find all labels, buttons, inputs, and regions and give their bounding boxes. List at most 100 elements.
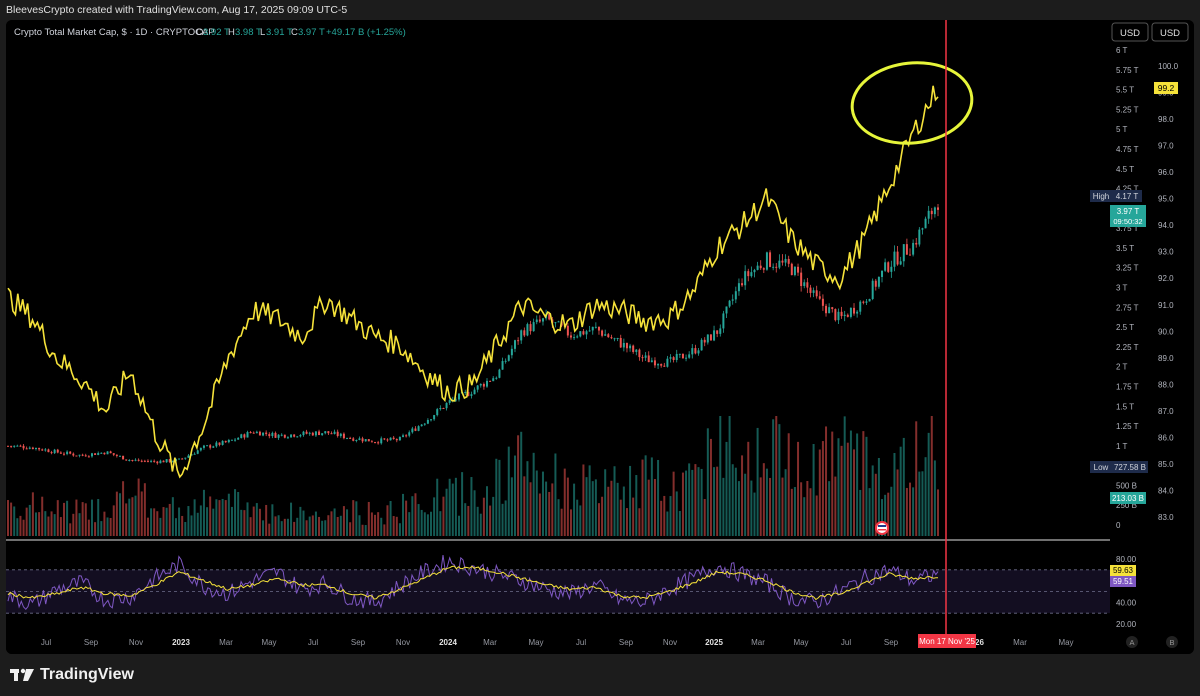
volume-bar — [370, 512, 373, 536]
volume-bar — [828, 481, 831, 536]
price-tick: 4.25 T — [1116, 185, 1139, 194]
volume-bar — [809, 488, 812, 536]
volume-bar — [644, 455, 647, 536]
volume-bar — [97, 499, 100, 536]
overlay-tick: 96.0 — [1158, 168, 1174, 177]
volume-bar — [100, 521, 103, 536]
candle-body — [417, 426, 420, 431]
volume-bar — [165, 507, 168, 536]
candle-body — [34, 447, 37, 450]
volume-bar — [398, 523, 401, 536]
volume-bar — [408, 512, 411, 536]
volume-bar — [688, 463, 691, 536]
volume-bar — [122, 481, 125, 536]
overlay-tick: 86.0 — [1158, 433, 1174, 442]
volume-bar — [856, 433, 859, 536]
volume-bar — [174, 518, 177, 536]
chart-svg[interactable]: 6 T 5.75 T 5.5 T 5.25 T 5 T 4.75 T 4.5 T 4.25 T… — [6, 20, 1194, 654]
time-tick: May — [528, 638, 543, 647]
candle-body — [694, 348, 697, 354]
candle-body — [395, 438, 398, 441]
scale-button-a[interactable]: A — [1126, 636, 1138, 648]
svg-text:09:50:32: 09:50:32 — [1113, 217, 1142, 226]
candle-body — [240, 434, 243, 438]
volume-bar — [613, 466, 616, 536]
volume-bar — [69, 523, 72, 536]
candle-body — [482, 383, 485, 387]
candle-body — [41, 449, 44, 451]
candle-body — [706, 334, 709, 343]
candle-body — [252, 432, 255, 434]
volume-bar — [430, 511, 433, 536]
candle-body — [72, 453, 75, 456]
candle-body — [825, 305, 828, 314]
candle-body — [230, 439, 233, 441]
volume-bar — [181, 515, 184, 536]
volume-bar — [72, 513, 75, 536]
candle-body — [128, 459, 131, 461]
overlay-axis[interactable]: 100.099.098.097.096.095.094.093.092.091.… — [1158, 62, 1179, 522]
candle-body — [675, 353, 678, 361]
candle-body — [7, 445, 9, 447]
price-tick: 4.75 T — [1116, 145, 1139, 154]
volume-bar — [212, 508, 215, 536]
currency-button-right[interactable]: USD — [1151, 22, 1189, 42]
volume-bar — [834, 476, 837, 536]
volume-bar — [507, 446, 510, 536]
volume-bar — [874, 473, 877, 536]
candle-body — [454, 399, 457, 401]
time-tick: Sep — [884, 638, 899, 647]
candle-body — [573, 337, 576, 339]
volume-bar — [467, 505, 470, 536]
candle-body — [392, 437, 395, 439]
candle-body — [131, 459, 134, 461]
volume-bar — [59, 517, 62, 536]
volume-bar — [890, 486, 893, 536]
candle-body — [265, 432, 268, 435]
volume-bar — [697, 467, 700, 536]
candle-body — [473, 389, 476, 395]
candle-body — [187, 455, 190, 458]
price-tick: 2.5 T — [1116, 323, 1134, 332]
volume-bar — [458, 515, 461, 536]
volume-bar — [442, 496, 445, 536]
svg-text:A: A — [1129, 638, 1134, 647]
volume-bar — [258, 508, 261, 536]
volume-bar — [806, 480, 809, 536]
candle-body — [501, 361, 504, 370]
volume-bar — [831, 431, 834, 536]
price-tick: 2.75 T — [1116, 303, 1139, 312]
svg-text:3.97 T: 3.97 T — [1117, 207, 1140, 216]
price-tick: 0 — [1116, 521, 1121, 530]
volume-bar — [784, 469, 787, 536]
volume-bar — [737, 481, 740, 536]
volume-bar — [629, 465, 632, 536]
volume-bar — [501, 503, 504, 536]
volume-bar — [691, 469, 694, 536]
price-tick: 3.75 T — [1116, 224, 1139, 233]
candle-body — [286, 437, 289, 439]
volume-bar — [840, 445, 843, 536]
candle-body — [893, 251, 896, 267]
volume-bar — [585, 477, 588, 536]
chart-frame[interactable]: 6 T 5.75 T 5.5 T 5.25 T 5 T 4.75 T 4.5 T 4.25 T… — [6, 20, 1194, 654]
volume-bar — [899, 446, 902, 536]
volume-bar — [311, 515, 314, 536]
us-flag-icon[interactable] — [875, 521, 889, 535]
candle-body — [330, 433, 333, 435]
volume-bar — [653, 479, 656, 536]
volume-bar — [367, 501, 370, 536]
overlay-last-badge: 99.2 — [1154, 82, 1178, 94]
scale-button-b[interactable]: B — [1166, 636, 1178, 648]
volume-bar — [448, 478, 451, 536]
candle-body — [881, 270, 884, 277]
candle-body — [762, 268, 765, 270]
overlay-line — [7, 85, 939, 479]
volume-bar — [713, 467, 716, 536]
currency-button-left[interactable]: USD — [1111, 22, 1149, 42]
candle-body — [896, 251, 899, 265]
candle-body — [653, 360, 656, 366]
tradingview-logo[interactable]: TradingView — [10, 666, 134, 684]
volume-bar — [529, 482, 532, 536]
volume-bar — [342, 506, 345, 536]
